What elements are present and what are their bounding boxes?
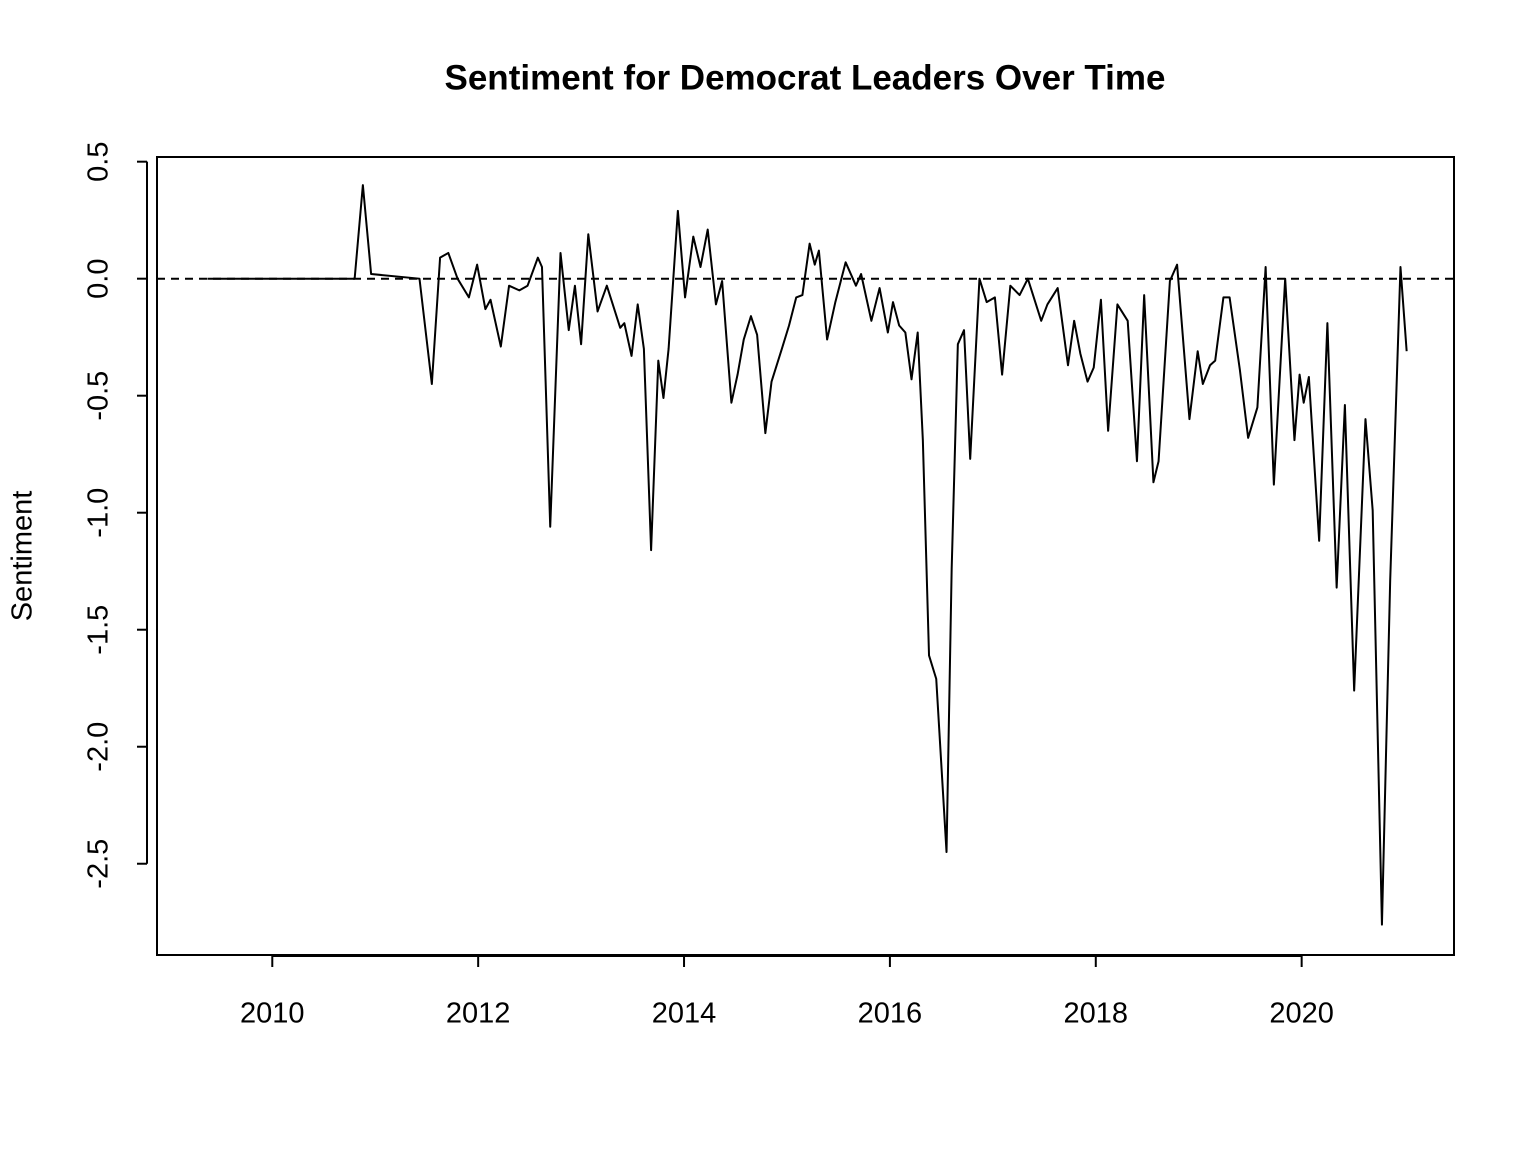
y-tick-label: -1.5 bbox=[83, 605, 115, 655]
data-line bbox=[207, 184, 1408, 926]
x-tick-label: 2014 bbox=[652, 998, 717, 1030]
x-tick-label: 2020 bbox=[1269, 998, 1334, 1030]
y-tick-label: -2.0 bbox=[83, 722, 115, 772]
y-tick-label: -0.5 bbox=[83, 371, 115, 421]
y-tick-label: -1.0 bbox=[83, 488, 115, 538]
y-axis-label: Sentiment bbox=[7, 491, 39, 622]
y-tick-label: -2.5 bbox=[83, 839, 115, 889]
y-tick-label: 0.0 bbox=[83, 259, 115, 299]
x-tick-label: 2012 bbox=[446, 998, 511, 1030]
x-tick-label: 2018 bbox=[1064, 998, 1129, 1030]
x-tick-label: 2016 bbox=[858, 998, 923, 1030]
chart-title: Sentiment for Democrat Leaders Over Time bbox=[445, 58, 1166, 97]
x-tick-label: 2010 bbox=[240, 998, 305, 1030]
y-tick-label: 0.5 bbox=[83, 142, 115, 182]
